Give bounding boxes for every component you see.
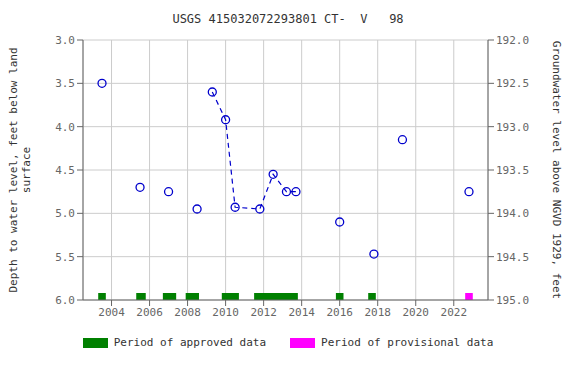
svg-text:193.5: 193.5 [496, 164, 529, 177]
svg-text:194.5: 194.5 [496, 251, 529, 264]
svg-text:2004: 2004 [98, 306, 125, 319]
svg-text:193.0: 193.0 [496, 121, 529, 134]
svg-text:4.5: 4.5 [55, 164, 75, 177]
svg-text:5.5: 5.5 [55, 251, 75, 264]
svg-text:2022: 2022 [441, 306, 468, 319]
svg-text:5.0: 5.0 [55, 207, 75, 220]
svg-text:3.0: 3.0 [55, 34, 75, 47]
svg-text:3.5: 3.5 [55, 77, 75, 90]
html-text:Groundwater level above NGVD 1: Groundwater level above NGVD 1929, feet [549, 40, 563, 300]
svg-text:2012: 2012 [250, 306, 277, 319]
svg-text:192.0: 192.0 [496, 34, 529, 47]
svg-text:195.0: 195.0 [496, 294, 529, 307]
svg-text:2006: 2006 [136, 306, 163, 319]
svg-text:2010: 2010 [212, 306, 239, 319]
svg-text:4.0: 4.0 [55, 121, 75, 134]
svg-text:2018: 2018 [364, 306, 391, 319]
html-text:Period of provisional data: Period of provisional data [321, 336, 494, 349]
svg-text:6.0: 6.0 [55, 294, 75, 307]
svg-text:2008: 2008 [174, 306, 201, 319]
svg-text:2014: 2014 [288, 306, 315, 319]
html-text:Period of approved data: Period of approved data [113, 336, 267, 349]
html-text:USGS 415032072293801 CT- V 98: USGS 415032072293801 CT- V 98 [172, 12, 404, 26]
svg-text:192.5: 192.5 [496, 77, 529, 90]
svg-text:2020: 2020 [402, 306, 429, 319]
svg-text:194.0: 194.0 [496, 207, 529, 220]
svg-text:2016: 2016 [326, 306, 353, 319]
html-text:Depth to water level, feet bel: Depth to water level, feet below land su… [7, 47, 33, 293]
